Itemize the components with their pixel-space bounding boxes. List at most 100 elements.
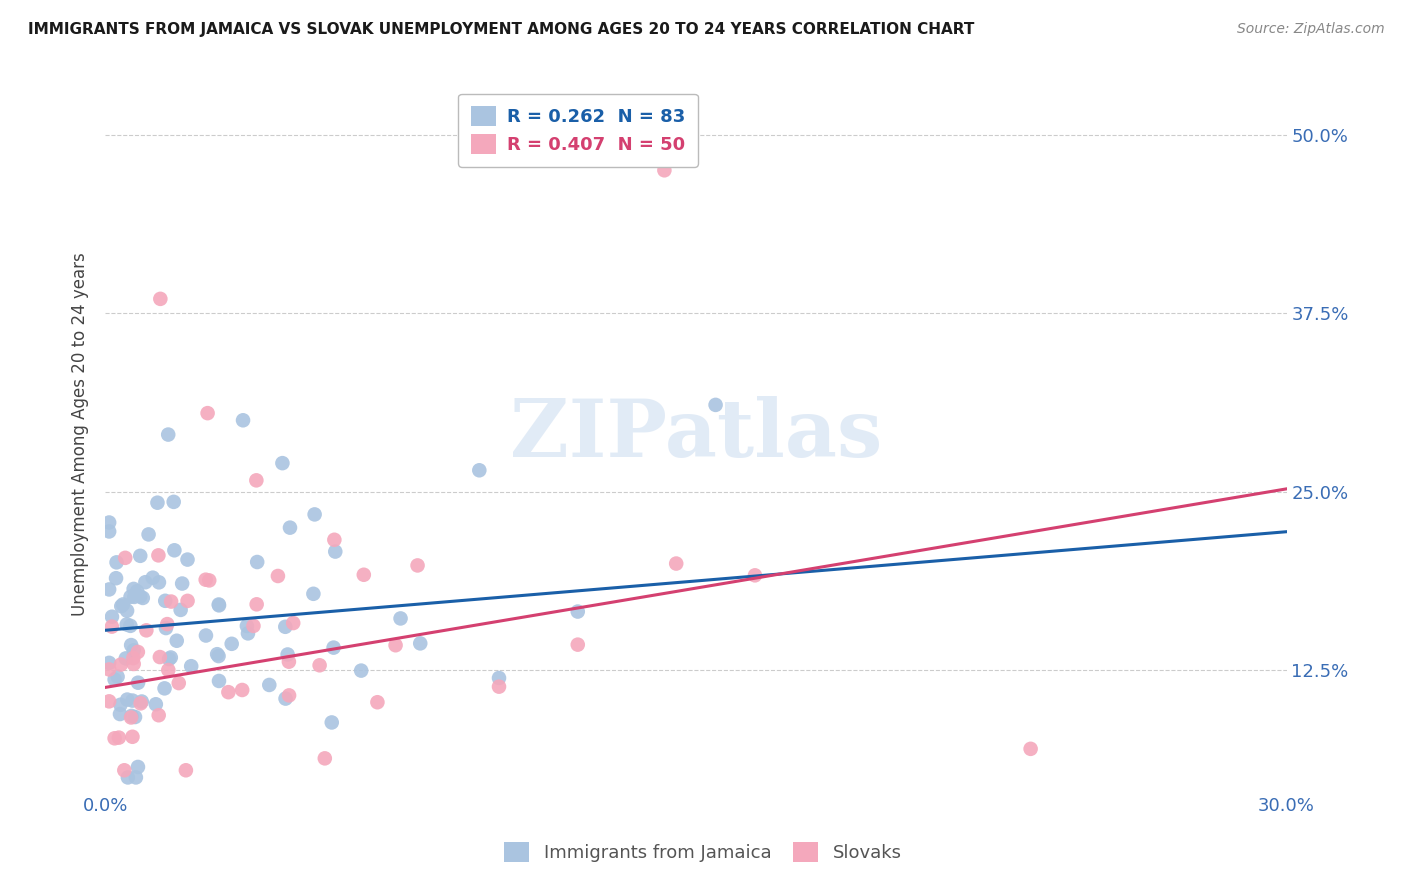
Point: [302, 587, 325, 601]
Point: [98, 656, 121, 670]
Point: [274, 691, 297, 706]
Point: [197, 406, 219, 420]
Point: [104, 731, 127, 746]
Point: [157, 427, 180, 442]
Point: [120, 590, 142, 604]
Point: [308, 658, 330, 673]
Point: [124, 710, 146, 724]
Text: IMMIGRANTS FROM JAMAICA VS SLOVAK UNEMPLOYMENT AMONG AGES 20 TO 24 YEARS CORRELA: IMMIGRANTS FROM JAMAICA VS SLOVAK UNEMPL…: [28, 22, 974, 37]
Point: [409, 636, 432, 650]
Point: [114, 550, 136, 565]
Point: [278, 689, 301, 703]
Point: [322, 640, 344, 655]
Point: [122, 643, 145, 657]
Point: [468, 463, 491, 477]
Point: [108, 706, 131, 721]
Point: [704, 398, 727, 412]
Point: [101, 609, 124, 624]
Point: [167, 676, 190, 690]
Point: [278, 521, 301, 535]
Point: [174, 764, 197, 778]
Point: [142, 571, 165, 585]
Text: Source: ZipAtlas.com: Source: ZipAtlas.com: [1237, 22, 1385, 37]
Point: [366, 695, 388, 709]
Point: [665, 557, 688, 571]
Point: [112, 764, 135, 778]
Point: [155, 621, 177, 635]
Point: [125, 771, 148, 785]
Point: [157, 652, 180, 666]
Point: [101, 619, 124, 633]
Point: [160, 594, 183, 608]
Point: [157, 663, 180, 677]
Point: [245, 474, 267, 488]
Point: [283, 616, 305, 631]
Point: [208, 598, 231, 612]
Point: [267, 569, 290, 583]
Point: [105, 555, 128, 569]
Point: [108, 731, 131, 745]
Point: [98, 662, 121, 676]
Point: [134, 575, 156, 590]
Point: [149, 292, 172, 306]
Point: [217, 685, 239, 699]
Point: [350, 664, 373, 678]
Point: [153, 681, 176, 696]
Point: [149, 650, 172, 665]
Point: [117, 771, 139, 785]
Point: [121, 693, 143, 707]
Point: [1019, 742, 1042, 756]
Point: [127, 675, 149, 690]
Point: [122, 582, 145, 596]
Point: [208, 673, 231, 688]
Point: [321, 715, 343, 730]
Point: [198, 574, 221, 588]
Point: [122, 651, 145, 665]
Point: [146, 496, 169, 510]
Point: [120, 619, 142, 633]
Point: [129, 549, 152, 563]
Point: [277, 648, 299, 662]
Point: [488, 680, 510, 694]
Point: [131, 694, 153, 708]
Point: [277, 655, 299, 669]
Point: [744, 568, 766, 582]
Point: [105, 571, 128, 585]
Point: [148, 708, 170, 723]
Point: [406, 558, 429, 573]
Point: [172, 576, 194, 591]
Point: [246, 555, 269, 569]
Point: [488, 671, 510, 685]
Point: [129, 590, 152, 604]
Point: [148, 549, 170, 563]
Point: [135, 624, 157, 638]
Point: [207, 649, 229, 664]
Point: [389, 611, 412, 625]
Point: [314, 751, 336, 765]
Point: [194, 628, 217, 642]
Point: [110, 698, 132, 712]
Point: [159, 650, 181, 665]
Point: [145, 698, 167, 712]
Point: [236, 619, 259, 633]
Point: [127, 760, 149, 774]
Point: [120, 638, 142, 652]
Legend: R = 0.262  N = 83, R = 0.407  N = 50: R = 0.262 N = 83, R = 0.407 N = 50: [458, 94, 697, 167]
Point: [205, 647, 228, 661]
Point: [120, 710, 142, 724]
Point: [259, 678, 281, 692]
Point: [654, 163, 676, 178]
Point: [122, 590, 145, 604]
Y-axis label: Unemployment Among Ages 20 to 24 years: Unemployment Among Ages 20 to 24 years: [72, 252, 89, 616]
Point: [148, 575, 170, 590]
Point: [166, 633, 188, 648]
Point: [115, 604, 138, 618]
Point: [208, 599, 231, 613]
Point: [274, 620, 297, 634]
Point: [98, 524, 121, 539]
Point: [169, 603, 191, 617]
Point: [114, 651, 136, 665]
Point: [138, 527, 160, 541]
Text: ZIPatlas: ZIPatlas: [510, 395, 882, 474]
Point: [567, 638, 589, 652]
